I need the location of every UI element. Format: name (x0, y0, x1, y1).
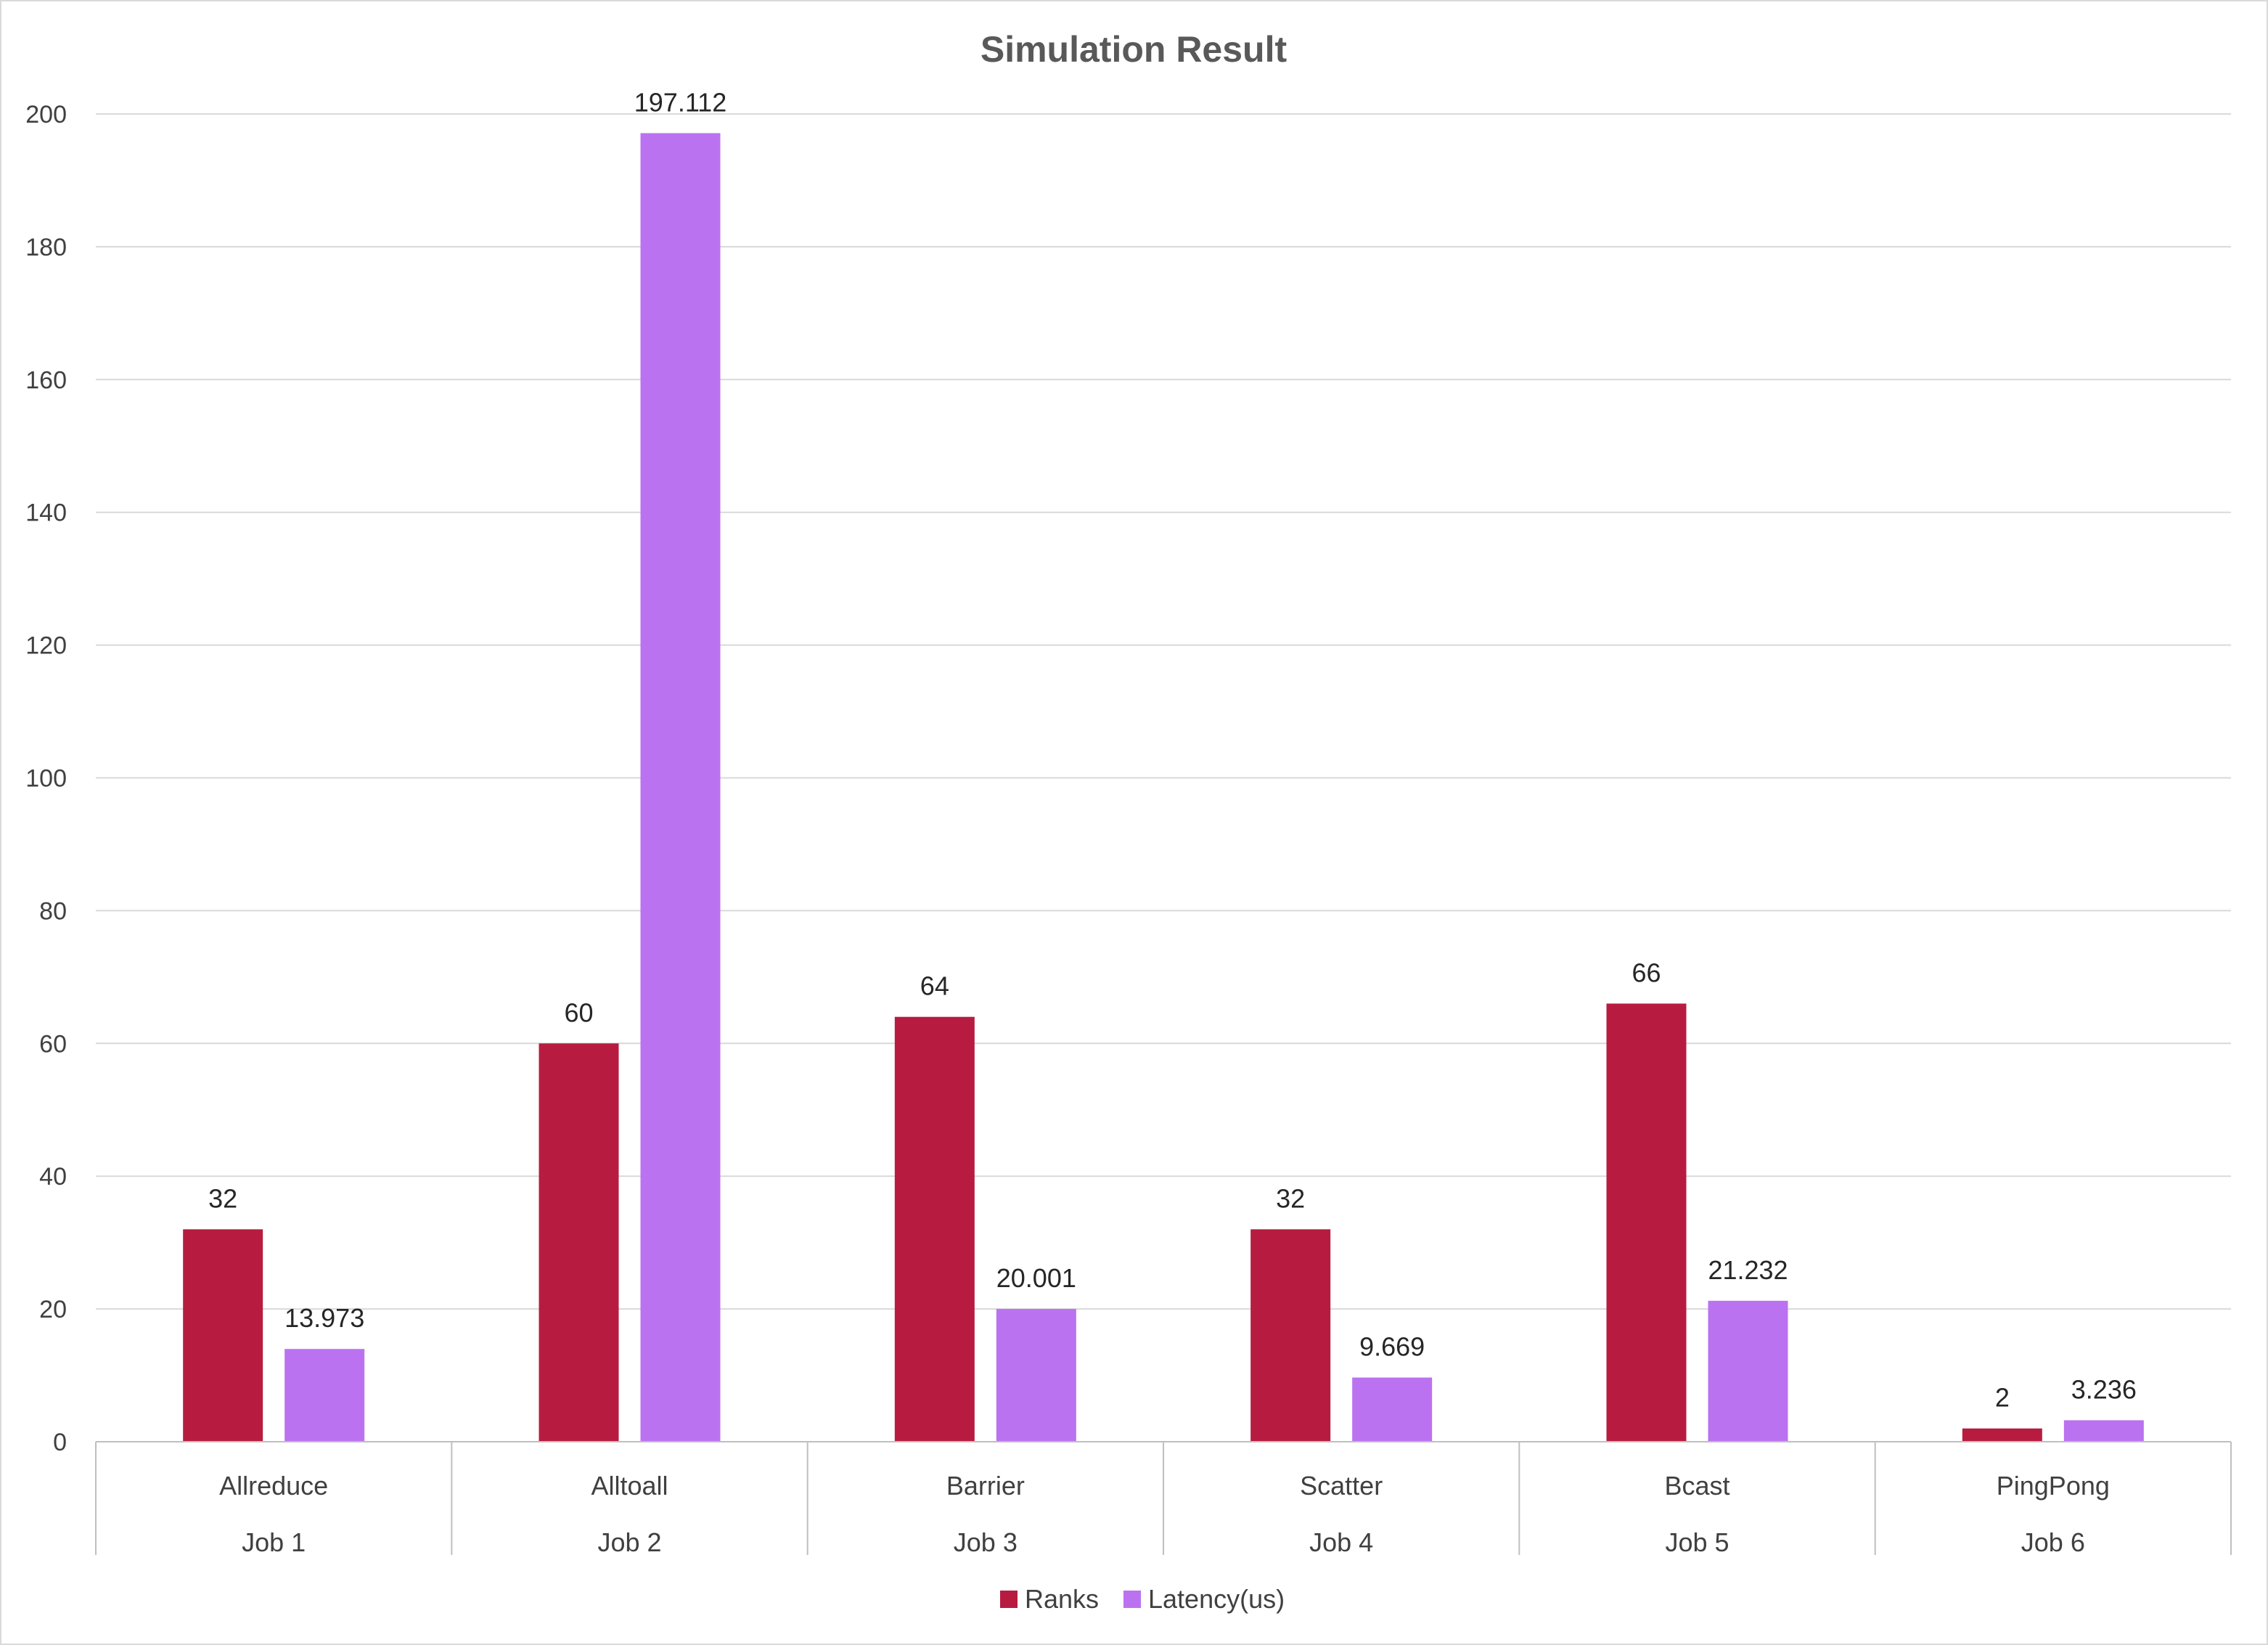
x-axis: Allreduce Job 1 Alltoall Job 2 Barrier Job 3 S… (95, 1441, 2232, 1557)
bar-ranks-4 (1250, 1229, 1331, 1442)
y-tick-label: 80 (39, 897, 67, 925)
bar-latency-us-4 (1352, 1377, 1433, 1442)
y-tick-label: 140 (25, 499, 67, 527)
y-tick-label: 100 (25, 765, 67, 793)
chart-title: Simulation Result (981, 29, 1287, 70)
x-group-label: Job 4 (1309, 1527, 1373, 1557)
y-tick-label: 180 (25, 234, 67, 261)
bar-ranks-6 (1962, 1428, 2042, 1442)
y-tick-label: 120 (25, 632, 67, 660)
bar-ranks-5 (1606, 1003, 1687, 1442)
legend-swatch (1000, 1591, 1018, 1608)
bar-ranks-1 (183, 1229, 263, 1442)
data-label: 32 (208, 1183, 237, 1213)
y-tick-label: 20 (39, 1296, 67, 1323)
data-label: 3.236 (2071, 1374, 2137, 1404)
bar-series (183, 133, 2144, 1442)
x-category-label: Barrier (946, 1471, 1025, 1501)
x-category-label: Allreduce (219, 1471, 328, 1501)
data-label: 32 (1276, 1183, 1305, 1213)
x-category-label: Alltoall (591, 1471, 668, 1501)
x-group-label: Job 1 (242, 1527, 306, 1557)
legend-label: Latency(us) (1148, 1584, 1285, 1614)
data-label: 60 (564, 997, 593, 1027)
legend-swatch (1123, 1591, 1141, 1608)
gridlines (96, 113, 2231, 1310)
bar-latency-us-5 (1708, 1300, 1788, 1442)
x-group-label: Job 5 (1665, 1527, 1729, 1557)
data-label: 64 (920, 971, 949, 1001)
data-label: 2 (1995, 1383, 2010, 1413)
bar-ranks-3 (894, 1016, 975, 1442)
bar-latency-us-2 (640, 133, 721, 1442)
x-category-label: Scatter (1300, 1471, 1383, 1501)
x-group-label: Job 6 (2021, 1527, 2085, 1557)
legend-label: Ranks (1025, 1584, 1099, 1614)
y-tick-label: 200 (25, 101, 67, 128)
y-axis-tick-labels: 0 20 40 60 80 100 120 140 160 180 200 (25, 101, 67, 1456)
x-category-label: Bcast (1664, 1471, 1729, 1501)
bar-latency-us-1 (284, 1349, 365, 1442)
data-label: 21.232 (1708, 1255, 1788, 1285)
x-category-label: PingPong (1997, 1471, 2110, 1501)
legend: Ranks Latency(us) (1000, 1584, 1285, 1614)
data-label: 9.669 (1359, 1332, 1425, 1362)
y-tick-label: 60 (39, 1030, 67, 1058)
bar-latency-us-3 (996, 1309, 1076, 1442)
x-group-label: Job 2 (597, 1527, 661, 1557)
data-label: 13.973 (284, 1303, 364, 1333)
data-label: 66 (1632, 958, 1661, 987)
y-tick-label: 0 (53, 1429, 67, 1456)
bar-ranks-2 (539, 1043, 619, 1442)
data-label: 197.112 (634, 87, 726, 117)
x-group-label: Job 3 (954, 1527, 1018, 1557)
data-label: 20.001 (996, 1263, 1076, 1293)
bar-latency-us-6 (2063, 1420, 2144, 1442)
y-tick-label: 40 (39, 1163, 67, 1191)
data-labels: 32 13.973 60 197.112 64 20.001 32 9.669 66 21.232… (208, 87, 2137, 1412)
y-tick-label: 160 (25, 367, 67, 394)
